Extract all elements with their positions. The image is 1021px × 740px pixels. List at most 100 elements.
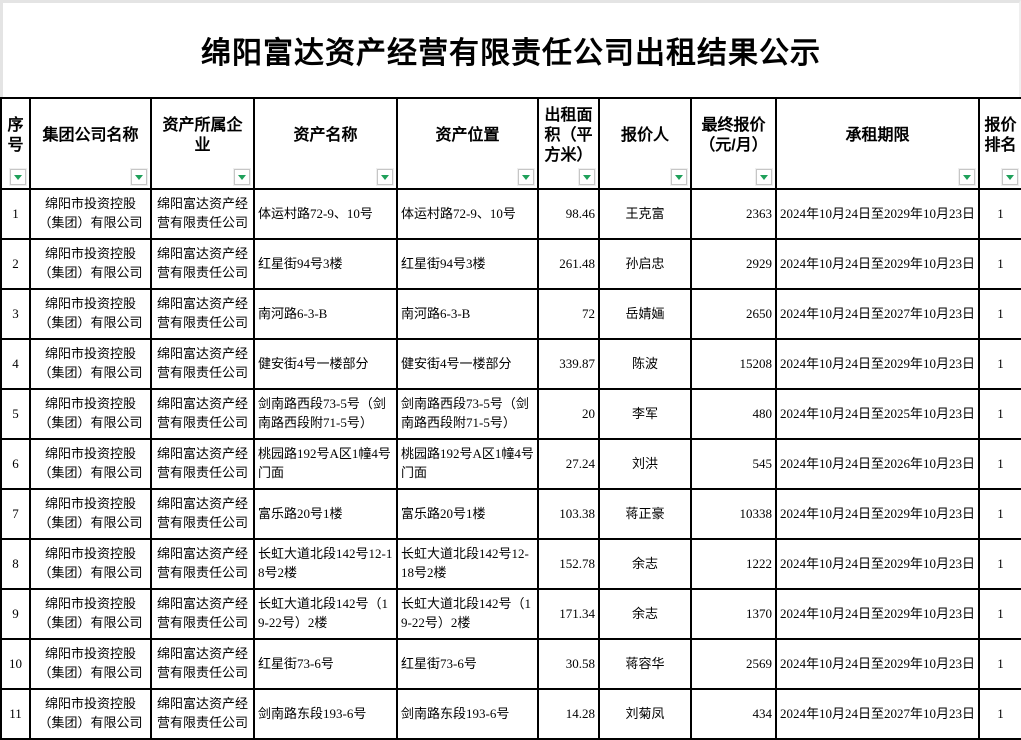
cell-asset-name: 剑南路东段193-6号 — [253, 688, 398, 740]
cell-price-rank: 1 — [978, 338, 1021, 390]
column-header-group-company: 集团公司名称 — [29, 97, 152, 190]
column-header-label: 最终报价（元/月） — [699, 116, 768, 154]
filter-dropdown-icon — [135, 174, 143, 180]
cell-price-rank: 1 — [978, 638, 1021, 690]
cell-final-price: 10338 — [690, 488, 777, 540]
cell-index: 10 — [0, 638, 31, 690]
filter-button-bidder[interactable] — [671, 169, 687, 185]
cell-bidder: 刘洪 — [598, 438, 692, 490]
column-header-asset-owner: 资产所属企业 — [150, 97, 255, 190]
filter-dropdown-icon — [760, 174, 768, 180]
column-header-label: 资产名称 — [293, 126, 358, 144]
cell-group-company: 绵阳市投资控股（集团）有限公司 — [29, 538, 152, 590]
cell-asset-name: 桃园路192号A区1幢4号门面 — [253, 438, 398, 490]
filter-button-price-rank[interactable] — [1002, 169, 1018, 185]
cell-final-price: 2929 — [690, 238, 777, 290]
cell-area-sqm: 14.28 — [537, 688, 600, 740]
cell-bidder: 刘菊凤 — [598, 688, 692, 740]
cell-asset-name: 富乐路20号1楼 — [253, 488, 398, 540]
cell-area-sqm: 30.58 — [537, 638, 600, 690]
column-header-label: 出租面积（平方米） — [544, 106, 593, 164]
cell-group-company: 绵阳市投资控股（集团）有限公司 — [29, 188, 152, 240]
cell-asset-owner: 绵阳富达资产经营有限责任公司 — [150, 538, 255, 590]
cell-asset-owner: 绵阳富达资产经营有限责任公司 — [150, 638, 255, 690]
cell-asset-name: 健安街4号一楼部分 — [253, 338, 398, 390]
cell-asset-location: 南河路6-3-B — [396, 288, 539, 340]
column-header-asset-name: 资产名称 — [253, 97, 398, 190]
filter-dropdown-icon — [583, 174, 591, 180]
cell-index: 7 — [0, 488, 31, 540]
filter-button-asset-owner[interactable] — [234, 169, 250, 185]
cell-bidder: 余志 — [598, 588, 692, 640]
column-header-label: 集团公司名称 — [42, 126, 139, 144]
cell-final-price: 2569 — [690, 638, 777, 690]
cell-final-price: 1370 — [690, 588, 777, 640]
cell-area-sqm: 98.46 — [537, 188, 600, 240]
cell-index: 11 — [0, 688, 31, 740]
column-header-label: 承租期限 — [845, 126, 910, 144]
cell-group-company: 绵阳市投资控股（集团）有限公司 — [29, 438, 152, 490]
cell-area-sqm: 339.87 — [537, 338, 600, 390]
filter-button-asset-location[interactable] — [518, 169, 534, 185]
cell-bidder: 李军 — [598, 388, 692, 440]
cell-price-rank: 1 — [978, 488, 1021, 540]
filter-dropdown-icon — [675, 174, 683, 180]
filter-button-lease-term[interactable] — [959, 169, 975, 185]
table-row: 1 绵阳市投资控股（集团）有限公司 绵阳富达资产经营有限责任公司 体运村路72-9、1… — [0, 188, 1021, 240]
cell-lease-term: 2024年10月24日至2029年10月23日 — [775, 238, 980, 290]
cell-final-price: 1222 — [690, 538, 777, 590]
cell-group-company: 绵阳市投资控股（集团）有限公司 — [29, 488, 152, 540]
table-row: 2 绵阳市投资控股（集团）有限公司 绵阳富达资产经营有限责任公司 红星街94号3楼 红星… — [0, 238, 1021, 290]
cell-asset-name: 南河路6-3-B — [253, 288, 398, 340]
column-header-label: 资产所属企业 — [162, 116, 243, 154]
cell-area-sqm: 27.24 — [537, 438, 600, 490]
column-header-area-sqm: 出租面积（平方米） — [537, 97, 600, 190]
cell-bidder: 陈波 — [598, 338, 692, 390]
cell-index: 8 — [0, 538, 31, 590]
cell-asset-owner: 绵阳富达资产经营有限责任公司 — [150, 238, 255, 290]
filter-button-asset-name[interactable] — [377, 169, 393, 185]
table-row: 6 绵阳市投资控股（集团）有限公司 绵阳富达资产经营有限责任公司 桃园路192号A区1… — [0, 438, 1021, 490]
cell-asset-owner: 绵阳富达资产经营有限责任公司 — [150, 288, 255, 340]
column-header-final-price: 最终报价（元/月） — [690, 97, 777, 190]
filter-button-area-sqm[interactable] — [579, 169, 595, 185]
header-row: 序号 集团公司名称 资产所属企业 资产名称 资产位置 — [0, 97, 1021, 190]
cell-price-rank: 1 — [978, 588, 1021, 640]
filter-dropdown-icon — [522, 174, 530, 180]
column-header-index: 序号 — [0, 97, 31, 190]
cell-index: 5 — [0, 388, 31, 440]
cell-asset-location: 富乐路20号1楼 — [396, 488, 539, 540]
page-title: 绵阳富达资产经营有限责任公司出租结果公示 — [201, 37, 821, 70]
cell-lease-term: 2024年10月24日至2029年10月23日 — [775, 338, 980, 390]
table-row: 5 绵阳市投资控股（集团）有限公司 绵阳富达资产经营有限责任公司 剑南路西段73-5号… — [0, 388, 1021, 440]
column-header-bidder: 报价人 — [598, 97, 692, 190]
cell-asset-name: 红星街94号3楼 — [253, 238, 398, 290]
column-header-lease-term: 承租期限 — [775, 97, 980, 190]
column-header-label: 资产位置 — [435, 126, 500, 144]
cell-lease-term: 2024年10月24日至2029年10月23日 — [775, 488, 980, 540]
table-row: 7 绵阳市投资控股（集团）有限公司 绵阳富达资产经营有限责任公司 富乐路20号1楼 富乐… — [0, 488, 1021, 540]
cell-price-rank: 1 — [978, 288, 1021, 340]
table-row: 10 绵阳市投资控股（集团）有限公司 绵阳富达资产经营有限责任公司 红星街73-6号红… — [0, 638, 1021, 690]
cell-index: 9 — [0, 588, 31, 640]
cell-asset-name: 剑南路西段73-5号（剑南路西段附71-5号） — [253, 388, 398, 440]
cell-asset-location: 剑南路西段73-5号（剑南路西段附71-5号） — [396, 388, 539, 440]
column-header-label: 报价排名 — [984, 116, 1017, 154]
column-header-label: 报价人 — [620, 126, 669, 144]
filter-button-final-price[interactable] — [756, 169, 772, 185]
cell-bidder: 蒋容华 — [598, 638, 692, 690]
cell-bidder: 孙启忠 — [598, 238, 692, 290]
cell-price-rank: 1 — [978, 238, 1021, 290]
cell-final-price: 2650 — [690, 288, 777, 340]
filter-button-index[interactable] — [10, 169, 26, 185]
cell-price-rank: 1 — [978, 188, 1021, 240]
cell-price-rank: 1 — [978, 388, 1021, 440]
table-body: 1 绵阳市投资控股（集团）有限公司 绵阳富达资产经营有限责任公司 体运村路72-9、1… — [0, 188, 1021, 740]
cell-index: 4 — [0, 338, 31, 390]
cell-final-price: 15208 — [690, 338, 777, 390]
filter-button-group-company[interactable] — [131, 169, 147, 185]
cell-asset-owner: 绵阳富达资产经营有限责任公司 — [150, 188, 255, 240]
table-row: 8 绵阳市投资控股（集团）有限公司 绵阳富达资产经营有限责任公司 长虹大道北段142号… — [0, 538, 1021, 590]
cell-lease-term: 2024年10月24日至2025年10月23日 — [775, 388, 980, 440]
